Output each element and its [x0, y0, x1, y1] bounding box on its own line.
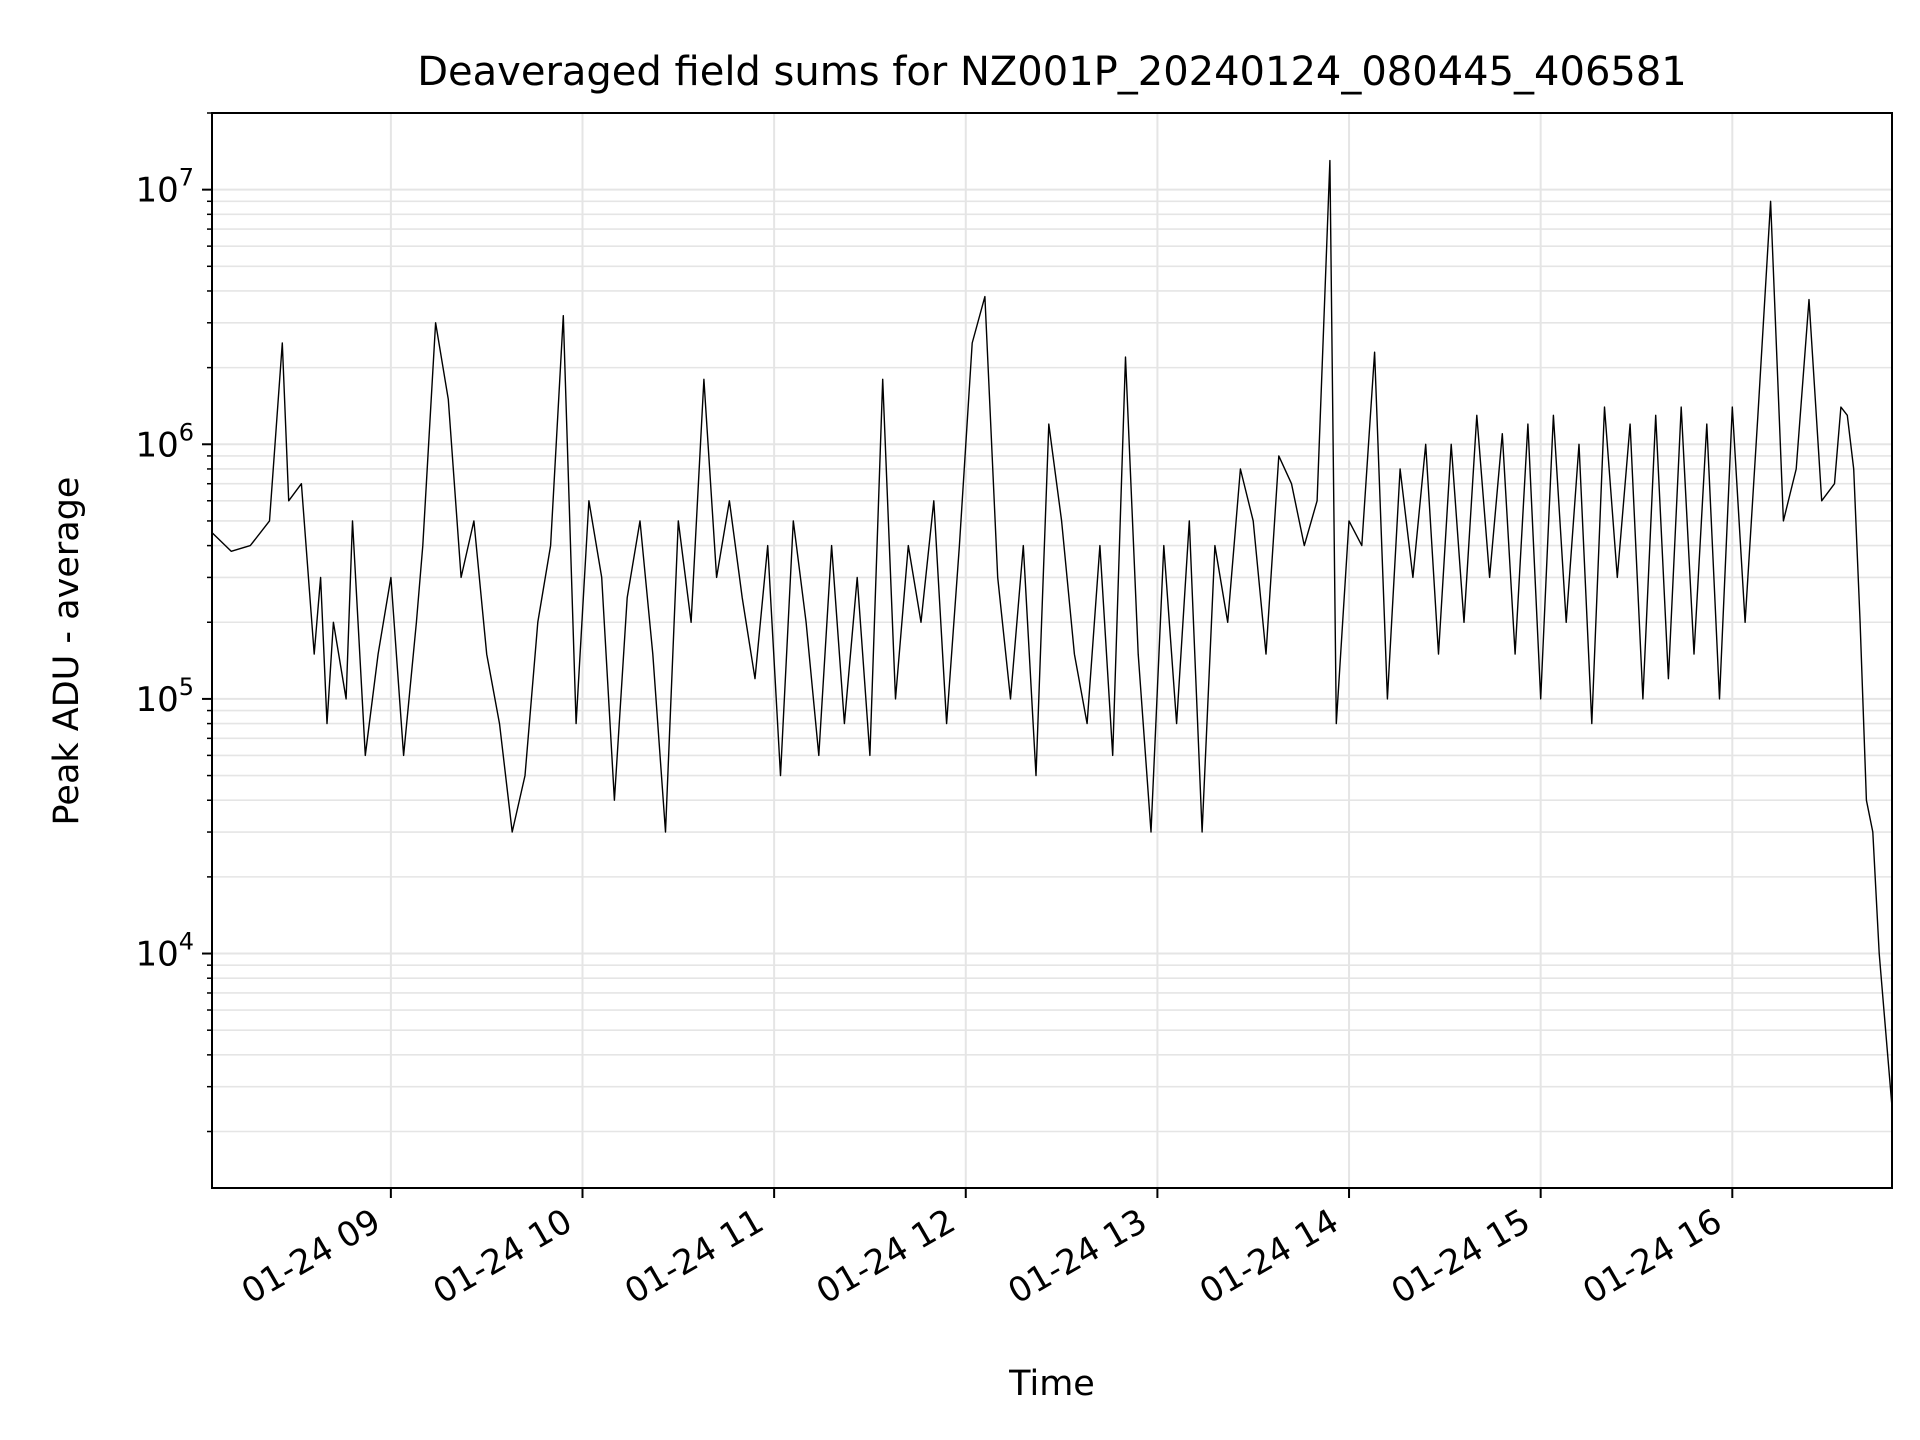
- series-group: [211, 159, 1893, 1107]
- y-tick-label: 106: [135, 418, 194, 465]
- y-tick-label: 104: [135, 928, 194, 975]
- x-axis-label: Time: [1008, 1364, 1095, 1404]
- chart-title: Deaveraged field sums for NZ001P_2024012…: [417, 49, 1687, 95]
- y-tick-label: 105: [135, 673, 194, 720]
- y-tick-label: 107: [135, 164, 194, 211]
- plot-frame: [211, 112, 1893, 1189]
- y-axis: 104 105 106 107: [135, 112, 212, 1133]
- y-axis-label: Peak ADU - average: [47, 477, 87, 826]
- series-line: [211, 159, 1893, 1107]
